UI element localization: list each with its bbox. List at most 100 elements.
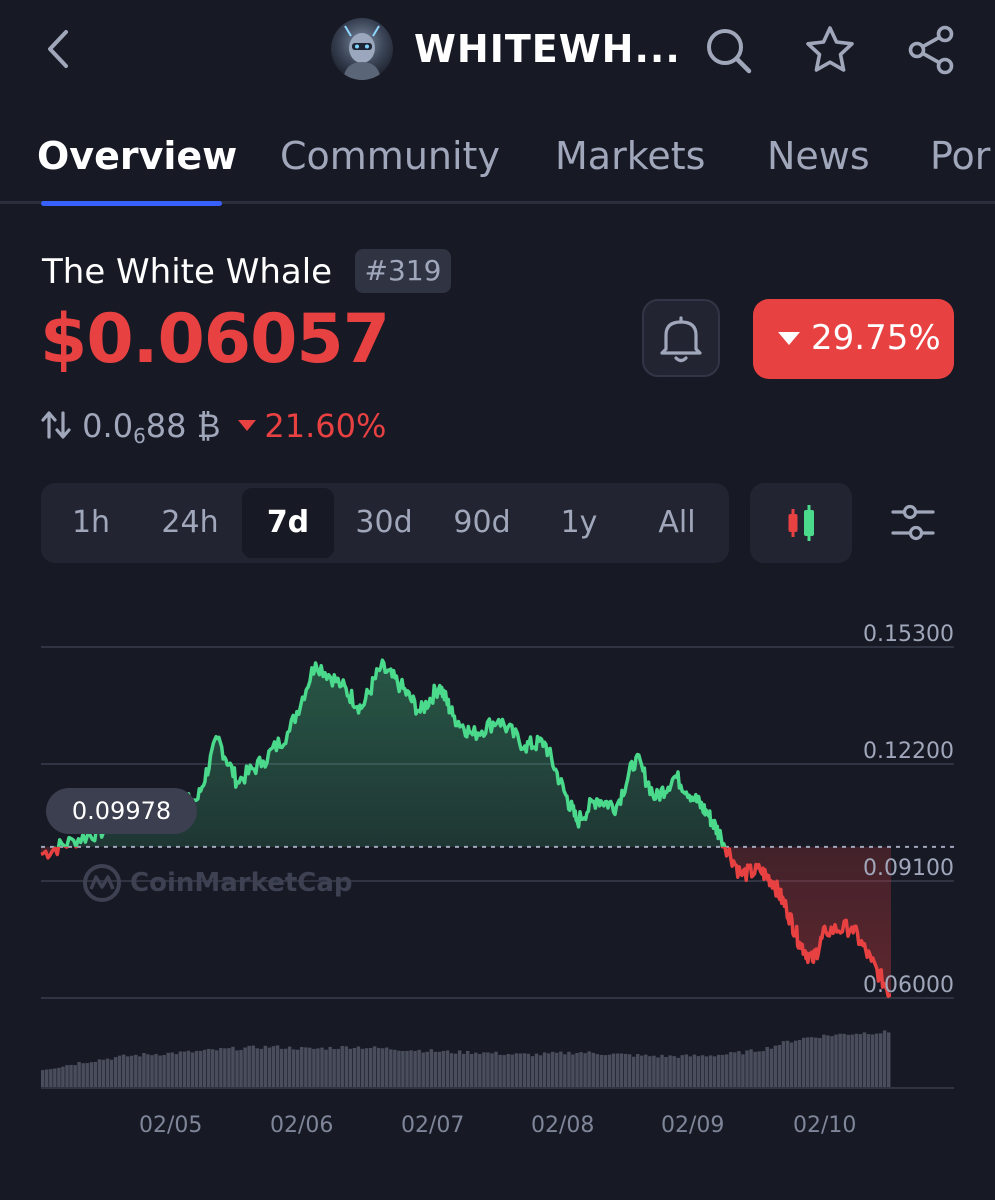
volume-bar — [652, 1055, 656, 1087]
volume-bar — [368, 1048, 373, 1087]
btc-price-main: 0.0 — [82, 407, 134, 445]
volume-bar — [89, 1062, 94, 1087]
volume-bar — [340, 1046, 344, 1087]
range-24h[interactable]: 24h — [161, 505, 219, 540]
range-all[interactable]: All — [658, 505, 696, 540]
share-button[interactable] — [905, 24, 957, 76]
volume-bar — [769, 1048, 774, 1087]
volume-bar — [41, 1070, 45, 1087]
price-change-value: 29.75% — [811, 318, 941, 358]
volume-bar — [235, 1050, 239, 1087]
volume-bar — [672, 1056, 676, 1087]
volume-bar — [757, 1051, 761, 1087]
volume-bar — [814, 1037, 818, 1087]
volume-bar — [822, 1034, 826, 1087]
active-tab-indicator — [41, 201, 222, 206]
chart-settings-button[interactable] — [890, 500, 936, 546]
gridline-3 — [41, 997, 954, 999]
back-chevron-icon — [48, 30, 68, 68]
tab-portfolio[interactable]: Por — [930, 134, 991, 178]
range-7d[interactable]: 7d — [266, 505, 310, 540]
coin-full-name: The White Whale — [42, 252, 333, 292]
volume-bar — [271, 1046, 276, 1087]
volume-bar — [737, 1051, 741, 1087]
volume-bar — [255, 1048, 259, 1087]
btc-price-zeros: 6 — [133, 424, 146, 448]
volume-bar — [190, 1052, 195, 1087]
tab-overview[interactable]: Overview — [37, 134, 238, 178]
volume-bar — [717, 1054, 721, 1087]
volume-bar — [53, 1068, 57, 1087]
volume-bar — [138, 1056, 142, 1087]
time-range-selector: 1h 24h 7d 30d 90d 1y All — [41, 483, 729, 563]
btc-price-row: 0.0688 ₿ 21.60% — [40, 404, 386, 448]
volume-bar — [518, 1053, 523, 1087]
watchlist-star-button[interactable] — [803, 24, 857, 76]
range-1y[interactable]: 1y — [560, 505, 598, 540]
volume-bar — [534, 1053, 539, 1087]
volume-bar — [494, 1051, 498, 1087]
watermark-text: CoinMarketCap — [130, 867, 353, 898]
volume-bar — [328, 1046, 332, 1087]
tab-community[interactable]: Community — [280, 134, 500, 178]
volume-bar — [547, 1053, 551, 1087]
volume-bar — [551, 1051, 555, 1087]
tab-markets[interactable]: Markets — [555, 134, 706, 178]
volume-bar — [878, 1033, 883, 1087]
gridline-volume-base — [41, 1087, 954, 1089]
range-30d[interactable]: 30d — [355, 505, 413, 540]
volume-bar — [134, 1054, 138, 1087]
search-icon — [707, 29, 752, 74]
volume-bar — [818, 1038, 822, 1087]
volume-bar — [130, 1055, 134, 1087]
tab-news[interactable]: News — [767, 134, 870, 178]
volume-bar — [745, 1050, 749, 1087]
volume-bar — [806, 1037, 810, 1087]
candlestick-toggle-button[interactable] — [750, 483, 852, 563]
volume-bar — [810, 1037, 814, 1087]
range-1h[interactable]: 1h — [71, 505, 111, 540]
volume-bar — [352, 1048, 357, 1087]
volume-bar — [162, 1055, 166, 1087]
price-alert-button[interactable] — [642, 299, 720, 377]
volume-bar — [425, 1051, 429, 1087]
volume-bar — [247, 1045, 251, 1087]
volume-bar — [668, 1055, 672, 1087]
volume-bar — [696, 1056, 701, 1087]
volume-bar — [292, 1049, 296, 1087]
volume-bar — [595, 1054, 599, 1087]
volume-bar — [211, 1049, 215, 1087]
volume-bar — [441, 1051, 446, 1087]
volume-bar — [215, 1050, 219, 1087]
volume-bars — [41, 1030, 891, 1087]
volume-bar — [239, 1049, 243, 1087]
back-button[interactable] — [40, 26, 76, 72]
volume-bar — [470, 1054, 474, 1087]
volume-bar — [704, 1056, 709, 1087]
volume-bar — [721, 1054, 725, 1087]
volume-bar — [797, 1040, 802, 1087]
share-icon — [908, 25, 954, 75]
volume-bar — [377, 1047, 381, 1087]
volume-bar — [57, 1067, 61, 1087]
volume-bar — [684, 1054, 689, 1087]
volume-bar — [332, 1049, 336, 1087]
volume-bar — [336, 1048, 340, 1087]
volume-bar — [777, 1045, 782, 1087]
search-button[interactable] — [702, 24, 754, 76]
volume-bar — [632, 1056, 636, 1087]
volume-bar — [611, 1053, 616, 1087]
btc-price: 0.0688 ₿ — [82, 407, 220, 448]
volume-bar — [429, 1049, 434, 1087]
volume-bar — [65, 1065, 69, 1087]
volume-bar — [393, 1049, 397, 1087]
price-change-badge[interactable]: 29.75% — [753, 299, 954, 379]
volume-bar — [316, 1048, 320, 1087]
range-90d[interactable]: 90d — [453, 505, 511, 540]
coinmarketcap-logo-icon — [83, 863, 121, 902]
volume-bar — [421, 1052, 425, 1087]
volume-bar — [279, 1048, 284, 1087]
volume-bar — [158, 1055, 162, 1087]
x-tick-label: 02/05 — [139, 1113, 203, 1138]
volume-bar — [194, 1050, 199, 1087]
